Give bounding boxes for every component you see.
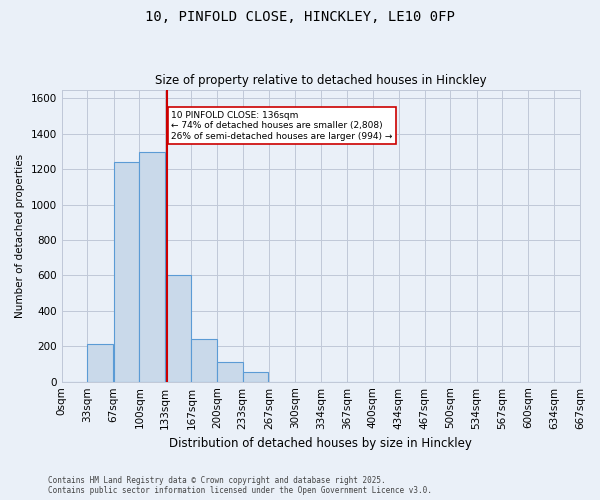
- Title: Size of property relative to detached houses in Hinckley: Size of property relative to detached ho…: [155, 74, 487, 87]
- Bar: [191, 339, 217, 382]
- Bar: [243, 372, 268, 382]
- Y-axis label: Number of detached properties: Number of detached properties: [15, 154, 25, 318]
- Bar: [88, 344, 113, 382]
- Bar: [139, 152, 165, 382]
- Text: 10 PINFOLD CLOSE: 136sqm
← 74% of detached houses are smaller (2,808)
26% of sem: 10 PINFOLD CLOSE: 136sqm ← 74% of detach…: [171, 111, 392, 140]
- Bar: [217, 362, 243, 382]
- Text: 10, PINFOLD CLOSE, HINCKLEY, LE10 0FP: 10, PINFOLD CLOSE, HINCKLEY, LE10 0FP: [145, 10, 455, 24]
- Bar: [114, 162, 139, 382]
- Text: Contains HM Land Registry data © Crown copyright and database right 2025.
Contai: Contains HM Land Registry data © Crown c…: [48, 476, 432, 495]
- X-axis label: Distribution of detached houses by size in Hinckley: Distribution of detached houses by size …: [169, 437, 472, 450]
- Bar: [165, 276, 191, 382]
